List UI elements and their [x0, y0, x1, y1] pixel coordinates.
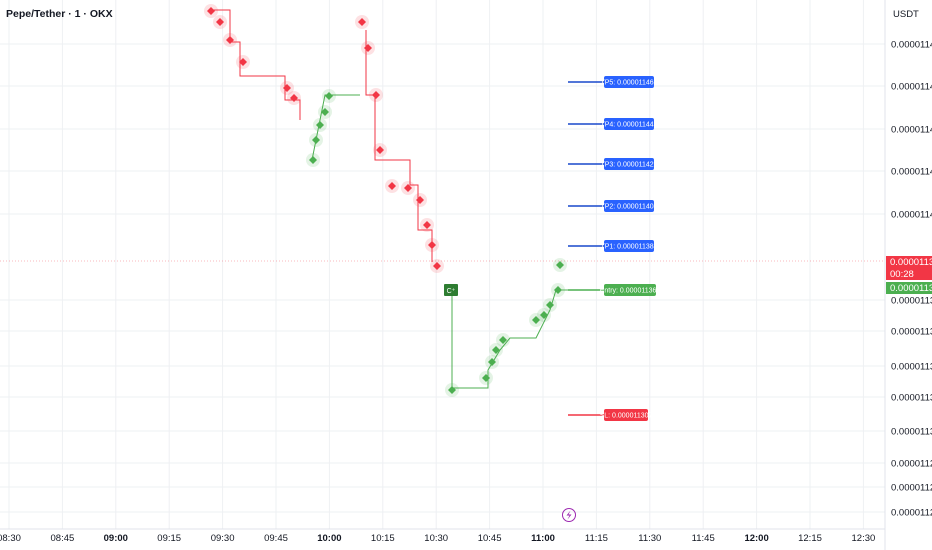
level-label-text: TP4: 0.000011443 [600, 122, 657, 129]
time-tick-label: 12:00 [744, 533, 768, 544]
time-tick-label: 12:30 [852, 533, 876, 544]
signal-label: C⁺ [447, 288, 456, 295]
price-axis[interactable]: 0.000011480 0.000011460 0.000011440 0.00001… [886, 40, 932, 519]
trailing-stop-lines [210, 9, 568, 389]
red-diamond-marker [207, 7, 215, 15]
time-tick-label: 09:00 [104, 533, 128, 544]
time-tick-label: 10:30 [424, 533, 448, 544]
red-diamond-marker [358, 18, 366, 26]
level-label-text: SL: 0.000011307 [600, 413, 653, 420]
red-diamond-marker [239, 58, 247, 66]
price-tick-label: 0.000011360 [891, 296, 932, 307]
time-tick-label: 10:15 [371, 533, 395, 544]
level-label-text: TP3: 0.000011423 [600, 162, 657, 169]
level-label-box [604, 284, 656, 296]
green-diamond-marker [325, 92, 333, 100]
currency-label[interactable]: USDT [893, 9, 919, 20]
price-tick-label: 0.000011440 [891, 125, 932, 136]
red-diamond-marker [416, 196, 424, 204]
time-tick-label: 11:00 [531, 533, 555, 544]
green-diamond-marker [309, 156, 317, 164]
green-diamond-marker [556, 261, 564, 269]
time-tick-label: 12:15 [798, 533, 822, 544]
symbol-title[interactable]: Pepe/Tether · 1 · OKX [6, 8, 113, 20]
green-diamond-marker [499, 336, 507, 344]
level-label-box [604, 240, 654, 252]
trail-markers: C⁺ [204, 4, 567, 397]
red-diamond-marker [290, 94, 298, 102]
lightning-icon[interactable] [562, 508, 576, 522]
red-diamond-marker [433, 262, 441, 270]
price-badge-text: 0.000011378 [890, 257, 932, 268]
green-diamond-marker [321, 108, 329, 116]
time-tick-label: 11:30 [638, 533, 661, 544]
grid-lines [0, 0, 885, 529]
green-diamond-marker [448, 386, 456, 394]
price-tick-label: 0.000011285 [891, 459, 932, 470]
price-tick-label: 0.000011420 [891, 167, 932, 178]
green-diamond-marker [554, 286, 562, 294]
price-tick-label: 0.000011273 [891, 483, 932, 494]
green-diamond-marker [540, 311, 548, 319]
red-diamond-marker [404, 184, 412, 192]
red-trail-line [365, 30, 433, 262]
level-label-text: Entry: 0.000011365 [600, 288, 661, 295]
green-diamond-marker [312, 136, 320, 144]
red-diamond-marker [283, 84, 291, 92]
price-tick-label: 0.000011330 [891, 362, 932, 373]
time-tick-label: 10:45 [478, 533, 502, 544]
green-trail-line [451, 285, 568, 389]
time-tick-label: 09:30 [211, 533, 235, 544]
time-tick-label: 10:00 [317, 533, 341, 544]
level-label-text: TP5: 0.000011462 [600, 80, 657, 87]
red-diamond-marker [364, 44, 372, 52]
level-label-text: TP2: 0.000011404 [600, 204, 657, 211]
level-label-box [604, 118, 654, 130]
time-tick-label: 08:30 [0, 533, 21, 544]
level-label-box [604, 158, 654, 170]
level-label-box [604, 76, 654, 88]
red-diamond-marker [388, 182, 396, 190]
time-tick-label: 11:15 [585, 533, 608, 544]
time-tick-label: 09:15 [157, 533, 181, 544]
time-tick-label: 11:45 [692, 533, 715, 544]
price-tick-label: 0.000011261 [891, 508, 932, 519]
price-badge [886, 282, 932, 294]
red-diamond-marker [226, 36, 234, 44]
red-diamond-marker [423, 221, 431, 229]
green-diamond-marker [492, 346, 500, 354]
price-badge-text: 00:28 [890, 269, 914, 280]
price-tick-label: 0.000011460 [891, 82, 932, 93]
red-diamond-marker [372, 91, 380, 99]
green-diamond-marker [316, 121, 324, 129]
price-badge-text: 0.000011375 [890, 283, 932, 294]
time-axis[interactable]: 08:30 08:45 09:00 09:15 09:30 09:45 10:00 10:15… [0, 533, 875, 544]
price-tick-label: 0.000011345 [891, 327, 932, 338]
price-tick-label: 0.000011400 [891, 210, 932, 221]
level-label-box [604, 409, 648, 421]
green-diamond-marker [532, 316, 540, 324]
price-badge [886, 268, 932, 280]
green-diamond-marker [482, 374, 490, 382]
price-tick-label: 0.000011315 [891, 393, 932, 404]
red-diamond-marker [216, 18, 224, 26]
level-label-text: TP1: 0.000011384 [600, 244, 657, 251]
red-diamond-marker [376, 146, 384, 154]
red-diamond-marker [428, 241, 436, 249]
green-diamond-marker [488, 358, 496, 366]
signal-box [444, 284, 458, 296]
time-tick-label: 08:45 [51, 533, 75, 544]
time-tick-label: 09:45 [264, 533, 288, 544]
green-diamond-marker [546, 301, 554, 309]
price-badge [886, 256, 932, 268]
target-levels: TP5: 0.000011462 TP4: 0.000011443 TP3: 0.0… [568, 76, 660, 421]
price-tick-label: 0.000011480 [891, 40, 932, 51]
level-label-box [604, 200, 654, 212]
